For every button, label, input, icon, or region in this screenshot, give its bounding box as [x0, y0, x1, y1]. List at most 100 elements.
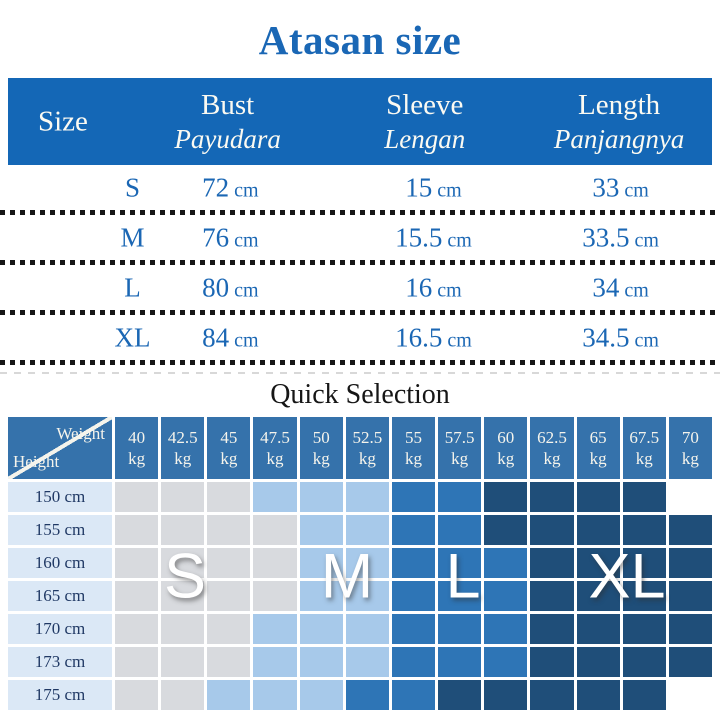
- divider-dotted: [0, 360, 720, 365]
- weight-unit: kg: [404, 449, 422, 469]
- grid-cell-xl: [484, 680, 528, 711]
- weight-value: 45: [220, 427, 238, 447]
- size-value: S: [124, 172, 140, 202]
- grid-cell-empty: [669, 680, 712, 710]
- size-table-rows: S 72 cm 15 cm 33 cm M 76 cm 15.5 cm 33.5 cm L 80 cm 16 cm 3…: [0, 165, 720, 365]
- grid-cell-s: [161, 647, 205, 678]
- overlay-letter-xl: XL: [588, 541, 666, 612]
- size-value: L: [124, 272, 141, 302]
- grid-cell-xl: [622, 548, 666, 579]
- grid-cell-s: [161, 614, 205, 645]
- column-header-length: Length Panjangnya: [553, 88, 685, 154]
- grid-cell-xl: [576, 548, 620, 579]
- overlay-letter-s: S: [163, 541, 207, 612]
- weight-value: 50: [312, 427, 330, 447]
- grid-cell-empty: [669, 482, 712, 512]
- grid-cell-s: [207, 647, 251, 678]
- grid-cell-xl: [576, 515, 620, 546]
- grid-cell-s: [253, 581, 297, 612]
- grid-cell-l: [484, 548, 528, 579]
- unit-label: cm: [624, 179, 649, 201]
- corner-height-label: Height: [13, 452, 60, 472]
- grid-cell-m: [345, 614, 389, 645]
- grid-cell-xl: [530, 482, 574, 513]
- grid-cell-m: [299, 614, 343, 645]
- bust-value: 80 cm: [202, 272, 259, 302]
- grid-cell-m: [207, 680, 251, 711]
- divider-dotted: [0, 260, 720, 265]
- height-label-cell: 175 cm: [8, 680, 112, 711]
- grid-cell-m: [253, 482, 297, 513]
- bust-value: 84 cm: [202, 322, 259, 352]
- weight-value: 47.5: [260, 427, 290, 447]
- grid-cell-s: [115, 482, 159, 513]
- weight-header-cell: 67.5 kg: [622, 417, 666, 480]
- grid-cell-l: [438, 581, 482, 612]
- column-header-bust: Bust Payudara: [174, 88, 281, 154]
- length-value: 34.5 cm: [582, 322, 659, 352]
- weight-value: 55: [404, 427, 422, 447]
- grid-cell-m: [345, 482, 389, 513]
- grid-cell-s: [115, 647, 159, 678]
- grid-cell-l: [438, 515, 482, 546]
- weight-unit: kg: [358, 449, 376, 469]
- grid-cell-s: [115, 581, 159, 612]
- grid-cell-xl: [530, 614, 574, 645]
- grid-cell-xl: [484, 515, 528, 546]
- grid-cell-m: [345, 515, 389, 546]
- weight-header-cell: 70 kg: [668, 417, 712, 480]
- grid-cell-l: [438, 482, 482, 513]
- weight-unit: kg: [497, 449, 515, 469]
- weight-header-cell: 47.5 kg: [253, 417, 297, 480]
- height-label-cell: 155 cm: [8, 515, 112, 546]
- grid-cell-m: [253, 614, 297, 645]
- weight-header-cell: 42.5 kg: [161, 417, 205, 480]
- grid-cell-xl: [576, 614, 620, 645]
- grid-cell-m: [299, 548, 343, 579]
- grid-cell-l: [391, 680, 436, 711]
- grid-cell-l: [391, 647, 436, 678]
- weight-value: 62.5: [537, 427, 567, 447]
- weight-unit: kg: [635, 449, 653, 469]
- grid-corner-cell: Weight Height: [8, 417, 112, 480]
- weight-header-cell: 65 kg: [576, 417, 620, 480]
- grid-cell-xl: [438, 680, 482, 711]
- size-value: M: [120, 222, 145, 252]
- length-value: 33 cm: [592, 172, 649, 202]
- grid-cell-xl: [530, 515, 574, 546]
- unit-label: cm: [234, 229, 259, 251]
- grid-cell-s: [161, 680, 205, 711]
- sleeve-value: 15 cm: [405, 172, 462, 202]
- grid-cell-xl: [576, 647, 620, 678]
- grid-cell-s: [161, 482, 205, 513]
- grid-cell-l: [484, 614, 528, 645]
- height-label-cell: 150 cm: [8, 482, 112, 513]
- grid-cell-s: [115, 515, 159, 546]
- weight-unit: kg: [543, 449, 561, 469]
- grid-cell-xl: [668, 515, 712, 546]
- weight-value: 52.5: [352, 427, 383, 447]
- grid-cell-xl: [484, 482, 528, 513]
- grid-cell-l: [438, 647, 482, 678]
- size-table-row: M 76 cm 15.5 cm 33.5 cm: [0, 215, 720, 260]
- weight-unit: kg: [589, 449, 607, 469]
- grid-cell-m: [253, 647, 297, 678]
- grid-cell-s: [207, 614, 251, 645]
- unit-label: cm: [447, 229, 472, 251]
- grid-cell-s: [161, 548, 205, 579]
- weight-header-cell: 55 kg: [391, 417, 436, 480]
- length-value: 33.5 cm: [582, 222, 659, 252]
- grid-cell-l: [345, 680, 389, 711]
- grid-cell-xl: [668, 548, 712, 579]
- unit-label: cm: [437, 179, 462, 201]
- grid-cell-s: [161, 581, 205, 612]
- grid-cell-s: [115, 614, 159, 645]
- unit-label: cm: [634, 229, 659, 251]
- grid-cell-l: [391, 581, 436, 612]
- grid-cell-l: [391, 515, 436, 546]
- weight-value: 65: [589, 427, 607, 447]
- grid-cell-xl: [622, 515, 666, 546]
- unit-label: cm: [634, 329, 659, 351]
- grid-cell-s: [207, 581, 251, 612]
